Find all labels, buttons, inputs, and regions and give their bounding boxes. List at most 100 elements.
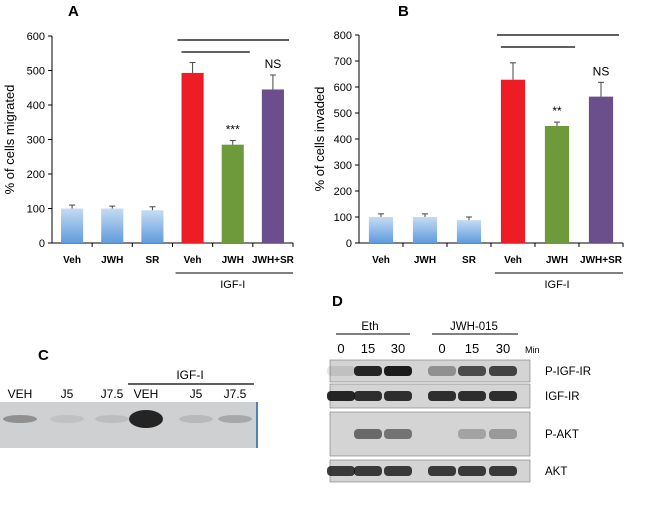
blot-band <box>384 391 412 401</box>
blot-row-label: IGF-IR <box>545 391 580 403</box>
y-tick-label: 300 <box>27 135 45 147</box>
blot-band <box>489 466 517 476</box>
blot-time-label: 30 <box>391 341 405 356</box>
panel-label-c: C <box>38 347 49 364</box>
y-tick-label: 0 <box>346 238 352 250</box>
bar <box>181 72 204 243</box>
gel-band <box>218 415 252 423</box>
blot-band <box>354 391 382 401</box>
panel-label-a: A <box>68 3 79 20</box>
blot-band <box>384 366 412 376</box>
blot-band <box>458 466 486 476</box>
significance-label: NS <box>593 64 610 78</box>
significance-label: *** <box>226 123 240 137</box>
y-tick-label: 400 <box>27 100 45 112</box>
blot-time-label: 15 <box>361 341 375 356</box>
x-tick-label: JWH+SR <box>252 255 295 266</box>
gel-band <box>179 415 213 423</box>
blot-band <box>327 391 355 401</box>
y-tick-label: 600 <box>334 82 352 94</box>
blot-band <box>489 391 517 401</box>
x-tick-label: Veh <box>63 255 81 266</box>
blot-time-label: 0 <box>337 341 344 356</box>
gel-band <box>129 410 163 428</box>
bar <box>588 96 614 244</box>
blot-band <box>354 366 382 376</box>
blot-band <box>458 366 486 376</box>
y-axis-label: % of cells invaded <box>312 87 327 192</box>
gel-c-zymography: IGF-I VEH J5 J7.5 VEH J5 J7.5 <box>0 368 258 448</box>
bar <box>412 217 438 243</box>
gel-band <box>50 415 84 423</box>
x-tick-label: JWH <box>414 255 436 266</box>
blot-group-label: JWH-015 <box>450 321 498 333</box>
x-tick-label: SR <box>145 255 160 266</box>
blot-band <box>458 429 486 439</box>
blot-band <box>327 466 355 476</box>
x-tick-label: JWH <box>101 255 123 266</box>
chart-b-invasion: 0 100 200 300 400 500 600 700 800 % of cells inva… <box>312 30 624 291</box>
x-tick-label: Veh <box>372 255 390 266</box>
y-tick-label: 400 <box>334 134 352 146</box>
x-tick-label: JWH <box>546 255 568 266</box>
gel-lane-label: VEH <box>8 387 33 401</box>
bar <box>141 210 164 243</box>
blot-d-western: Eth JWH-015 0 15 30 0 15 30 Min P-IGF-IR IGF-IR P-A… <box>327 321 591 483</box>
blot-time-label: 0 <box>438 341 445 356</box>
x-tick-label: Veh <box>184 255 202 266</box>
gel-treatment-label: IGF-I <box>176 368 203 382</box>
bar <box>261 89 284 243</box>
blot-row-label: AKT <box>545 466 567 478</box>
gel-band <box>3 415 37 423</box>
blot-row-label: P-AKT <box>545 429 579 441</box>
gel-lane-label: J5 <box>190 387 203 401</box>
y-tick-label: 700 <box>334 56 352 68</box>
blot-band <box>354 466 382 476</box>
y-tick-label: 600 <box>27 31 45 43</box>
bar <box>544 126 570 243</box>
blot-band <box>489 429 517 439</box>
blot-band <box>428 391 456 401</box>
blot-band <box>458 391 486 401</box>
y-tick-label: 300 <box>334 160 352 172</box>
bar <box>368 217 394 243</box>
y-tick-label: 500 <box>334 108 352 120</box>
blot-time-label: 30 <box>496 341 510 356</box>
gel-lane-label: VEH <box>134 387 159 401</box>
gel-lane-label: J7.5 <box>224 387 247 401</box>
gel-band <box>95 415 129 423</box>
chart-a-migration: 0 100 200 300 400 500 600 % of cells migrated Ve… <box>2 31 295 291</box>
y-tick-label: 500 <box>27 66 45 78</box>
significance-label: NS <box>265 57 282 71</box>
x-tick-label: SR <box>462 255 477 266</box>
gel-lane-label: J5 <box>61 387 74 401</box>
blot-band <box>489 366 517 376</box>
gel-background <box>0 402 258 448</box>
x-tick-label: JWH <box>222 255 244 266</box>
blot-time-label: 15 <box>465 341 479 356</box>
blot-band <box>384 429 412 439</box>
blot-band <box>384 466 412 476</box>
group-label: IGF-I <box>544 279 569 291</box>
panel-label-d: D <box>332 293 343 310</box>
y-tick-label: 800 <box>334 30 352 42</box>
blot-row-label: P-IGF-IR <box>545 366 591 378</box>
y-tick-label: 0 <box>39 238 45 250</box>
y-tick-label: 200 <box>27 169 45 181</box>
blot-time-unit: Min <box>525 345 540 355</box>
blot-strip <box>329 359 531 383</box>
y-tick-label: 100 <box>27 204 45 216</box>
y-tick-label: 100 <box>334 212 352 224</box>
y-tick-label: 200 <box>334 186 352 198</box>
bar <box>500 79 526 243</box>
x-tick-label: Veh <box>504 255 522 266</box>
bar <box>456 220 482 243</box>
bar <box>221 144 244 243</box>
blot-band <box>428 366 456 376</box>
y-axis-label: % of cells migrated <box>2 85 17 195</box>
blot-band <box>327 366 355 376</box>
bar <box>61 208 84 243</box>
bar <box>101 208 124 243</box>
blot-band <box>428 466 456 476</box>
